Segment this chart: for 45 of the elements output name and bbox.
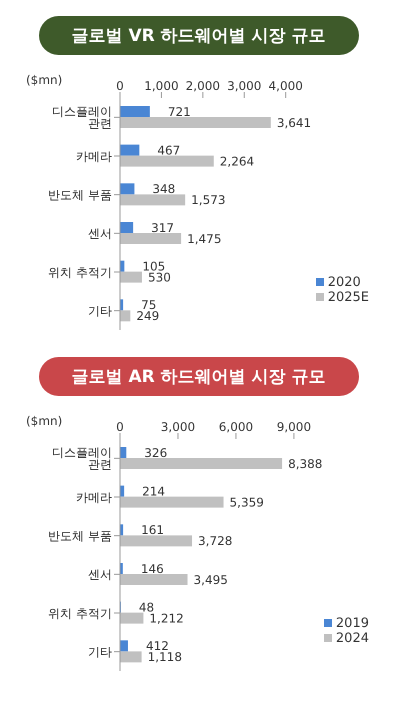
- data-label: 721: [168, 104, 191, 119]
- y-tick-label: 반도체 부품: [48, 528, 112, 543]
- y-tick-label: 위치 추적기: [48, 265, 112, 280]
- y-tick-label: 위치 추적기: [48, 606, 112, 620]
- data-label: 5,359: [230, 495, 264, 510]
- x-tick-label: 0: [116, 420, 124, 434]
- data-label: 146: [140, 562, 164, 576]
- legend-label: 2020: [328, 275, 361, 290]
- data-label: 326: [144, 446, 168, 460]
- data-label: 1,475: [187, 232, 222, 246]
- data-label: 161: [141, 523, 164, 538]
- x-tick-label: 2,000: [186, 79, 220, 93]
- data-label: 3,641: [276, 116, 312, 130]
- x-axis-title: ($mn): [26, 73, 62, 87]
- data-label: 467: [157, 143, 180, 158]
- legend-label: 2019: [336, 616, 369, 631]
- legend-label: 2025E: [328, 290, 369, 305]
- data-label: 2,264: [220, 154, 254, 168]
- chart-title: 글로벌 VR 하드웨어별 시장 규모: [38, 16, 358, 55]
- x-axis-title: ($mn): [26, 414, 62, 428]
- data-label: 1,573: [191, 193, 226, 208]
- data-label: 214: [142, 484, 166, 498]
- data-label: 8,388: [288, 456, 322, 471]
- y-tick-label: 기타: [88, 304, 112, 318]
- y-tick-label: 반도체 부품: [48, 188, 112, 202]
- y-tick-label: 카메라: [76, 490, 112, 504]
- x-tick-label: 9,000: [276, 420, 312, 434]
- y-tick-label: 센서: [88, 568, 112, 582]
- x-tick-label: 1,000: [144, 79, 179, 93]
- y-tick-label: 디스플레이 관련: [52, 446, 112, 472]
- y-tick-label: 카메라: [76, 149, 112, 164]
- legend-label: 2024: [336, 631, 369, 646]
- y-tick-label: 기타: [88, 644, 112, 659]
- data-label: 3,495: [194, 572, 228, 587]
- x-tick-label: 3,000: [227, 79, 262, 93]
- data-label: 348: [152, 182, 176, 196]
- y-tick-label: 디스플레이 관련: [52, 104, 112, 131]
- data-label: 3,728: [198, 534, 232, 548]
- x-tick-label: 0: [116, 79, 124, 93]
- x-tick-label: 6,000: [218, 420, 254, 434]
- chart-title: 글로벌 AR 하드웨어별 시장 규모: [38, 357, 358, 396]
- y-tick-label: 센서: [88, 226, 112, 241]
- x-tick-label: 4,000: [268, 79, 303, 93]
- x-tick-label: 3,000: [160, 420, 196, 434]
- data-label: 317: [151, 220, 174, 235]
